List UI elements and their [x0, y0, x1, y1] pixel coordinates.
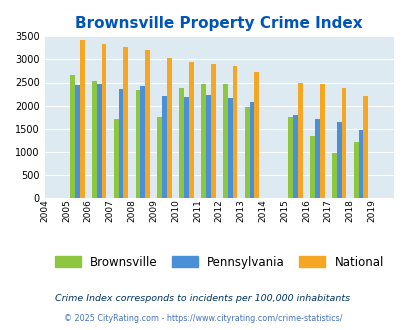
Bar: [183, 97, 188, 198]
Bar: [162, 96, 167, 198]
Bar: [331, 153, 336, 198]
Bar: [297, 82, 302, 198]
Bar: [358, 130, 362, 198]
Bar: [244, 108, 249, 198]
Text: Crime Index corresponds to incidents per 100,000 inhabitants: Crime Index corresponds to incidents per…: [55, 294, 350, 303]
Bar: [70, 75, 75, 198]
Title: Brownsville Property Crime Index: Brownsville Property Crime Index: [75, 16, 362, 31]
Bar: [75, 85, 80, 198]
Bar: [135, 90, 140, 198]
Bar: [353, 142, 358, 198]
Bar: [254, 72, 258, 198]
Bar: [140, 86, 145, 198]
Text: © 2025 CityRating.com - https://www.cityrating.com/crime-statistics/: © 2025 CityRating.com - https://www.city…: [64, 314, 341, 323]
Bar: [123, 48, 128, 198]
Bar: [319, 84, 324, 198]
Bar: [232, 66, 237, 198]
Bar: [314, 118, 319, 198]
Bar: [80, 40, 84, 198]
Bar: [205, 95, 210, 198]
Bar: [157, 117, 162, 198]
Bar: [336, 122, 341, 198]
Bar: [145, 50, 150, 198]
Bar: [179, 88, 183, 198]
Bar: [292, 115, 297, 198]
Bar: [92, 81, 96, 198]
Bar: [167, 58, 171, 198]
Bar: [118, 89, 123, 198]
Bar: [188, 62, 193, 198]
Bar: [227, 98, 232, 198]
Bar: [101, 44, 106, 198]
Bar: [222, 84, 227, 198]
Bar: [113, 118, 118, 198]
Legend: Brownsville, Pennsylvania, National: Brownsville, Pennsylvania, National: [54, 256, 383, 269]
Bar: [96, 84, 101, 198]
Bar: [200, 84, 205, 198]
Bar: [362, 96, 367, 198]
Bar: [309, 136, 314, 198]
Bar: [210, 64, 215, 198]
Bar: [249, 102, 254, 198]
Bar: [288, 117, 292, 198]
Bar: [341, 88, 345, 198]
